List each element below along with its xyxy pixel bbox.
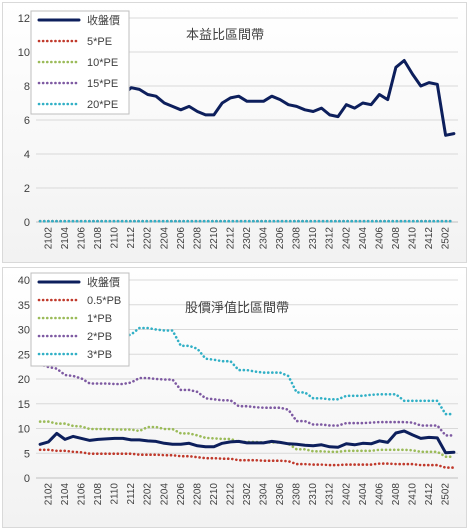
y-tick-label: 0 <box>24 473 30 485</box>
x-tick-label: 2306 <box>275 483 286 506</box>
x-tick-label: 2108 <box>93 483 104 506</box>
y-tick-label: 8 <box>24 81 30 93</box>
y-tick-label: 15 <box>18 399 30 411</box>
legend-label-0: 收盤價 <box>87 275 120 289</box>
x-tick-label: 2310 <box>308 483 319 506</box>
x-tick-label: 2308 <box>292 483 303 506</box>
series-line-0 <box>38 429 456 455</box>
x-tick-label: 2302 <box>242 483 253 506</box>
y-tick-label: 4 <box>24 149 30 161</box>
x-tick-label: 2202 <box>143 483 154 506</box>
x-tick-label: 2210 <box>209 483 220 506</box>
y-tick-label: 35 <box>18 300 30 312</box>
legend-label-3: 15*PE <box>87 78 118 90</box>
x-tick-label: 2208 <box>192 227 203 250</box>
x-tick-label: 2210 <box>209 227 220 250</box>
y-tick-label: 0 <box>24 217 30 229</box>
x-tick-label: 2112 <box>126 227 137 249</box>
chart-title: 本益比區間帶 <box>186 27 264 42</box>
series-line-1 <box>38 448 456 469</box>
legend-label-3: 2*PB <box>87 331 112 343</box>
chart-title: 股價淨值比區間帶 <box>185 300 289 315</box>
legend-box <box>30 272 130 367</box>
y-tick-label: 20 <box>18 374 30 386</box>
x-tick-label: 2404 <box>358 483 369 506</box>
legend-label-1: 5*PE <box>87 36 112 48</box>
x-tick-label: 2204 <box>159 483 170 506</box>
y-tick-label: 30 <box>18 325 30 337</box>
legend-label-2: 1*PB <box>87 313 112 325</box>
legend-label-1: 0.5*PB <box>87 295 121 307</box>
pe-band-chart: 0 2 4 6 8 10 12 2102 2104 2106 2108 2110 2112 2202 220… <box>2 2 467 263</box>
x-tick-label: 2306 <box>275 227 286 250</box>
pb-band-chart: 0 5 10 15 20 25 30 35 40 2102 2104 2106 2108 2110 2112… <box>2 267 467 528</box>
x-tick-label: 2406 <box>374 483 385 506</box>
x-tick-label: 2408 <box>391 227 402 250</box>
y-tick-label: 25 <box>18 349 30 361</box>
x-tick-label: 2202 <box>143 227 154 250</box>
x-tick-label: 2110 <box>110 483 121 505</box>
x-tick-label: 2206 <box>176 227 187 250</box>
x-tick-label: 2412 <box>424 483 435 506</box>
x-tick-label: 2102 <box>43 483 54 506</box>
series-line-3 <box>38 362 456 437</box>
y-tick-label: 10 <box>18 47 30 59</box>
legend-label-4: 20*PE <box>87 99 118 111</box>
pb-band-chart-svg: 0 5 10 15 20 25 30 35 40 2102 2104 2106 2108 2110 2112… <box>18 272 458 506</box>
x-tick-label: 2108 <box>93 227 104 250</box>
x-tick-label: 2402 <box>341 483 352 506</box>
y-tick-label: 40 <box>18 275 30 287</box>
y-tick-label: 10 <box>18 424 30 436</box>
x-tick-label: 2412 <box>424 227 435 250</box>
x-tick-label: 2312 <box>325 227 336 250</box>
x-tick-label: 2312 <box>325 483 336 506</box>
x-tick-label: 2406 <box>374 227 385 250</box>
x-tick-label: 2502 <box>441 483 452 506</box>
x-tick-label: 2502 <box>441 227 452 250</box>
x-tick-label: 2212 <box>225 227 236 250</box>
x-tick-label: 2302 <box>242 227 253 250</box>
x-tick-label: 2212 <box>225 483 236 506</box>
x-tick-label: 2404 <box>358 227 369 250</box>
legend-label-0: 收盤價 <box>87 13 120 27</box>
x-tick-label: 2112 <box>126 483 137 505</box>
x-tick-label: 2402 <box>341 227 352 250</box>
x-tick-label: 2410 <box>407 483 418 506</box>
series-line-2 <box>38 420 456 458</box>
x-tick-label: 2206 <box>176 483 187 506</box>
x-tick-label: 2408 <box>391 483 402 506</box>
x-tick-label: 2304 <box>259 483 270 506</box>
x-tick-label: 2304 <box>259 227 270 250</box>
y-tick-label: 2 <box>24 183 30 195</box>
y-tick-label: 5 <box>24 448 30 460</box>
x-tick-label: 2308 <box>292 227 303 250</box>
x-tick-label: 2106 <box>77 227 88 250</box>
x-tick-label: 2204 <box>159 227 170 250</box>
x-tick-label: 2110 <box>110 227 121 249</box>
x-tick-label: 2208 <box>192 483 203 506</box>
x-tick-label: 2106 <box>77 483 88 506</box>
y-tick-label: 12 <box>18 13 30 25</box>
y-tick-label: 6 <box>24 115 30 127</box>
x-tick-label: 2410 <box>407 227 418 250</box>
pe-band-chart-svg: 0 2 4 6 8 10 12 2102 2104 2106 2108 2110 2112 2202 220… <box>18 10 458 250</box>
legend-label-4: 3*PB <box>87 349 112 361</box>
legend-label-2: 10*PE <box>87 57 118 69</box>
x-tick-label: 2104 <box>60 227 71 250</box>
x-tick-label: 2310 <box>308 227 319 250</box>
x-tick-label: 2102 <box>43 227 54 250</box>
x-tick-label: 2104 <box>60 483 71 506</box>
